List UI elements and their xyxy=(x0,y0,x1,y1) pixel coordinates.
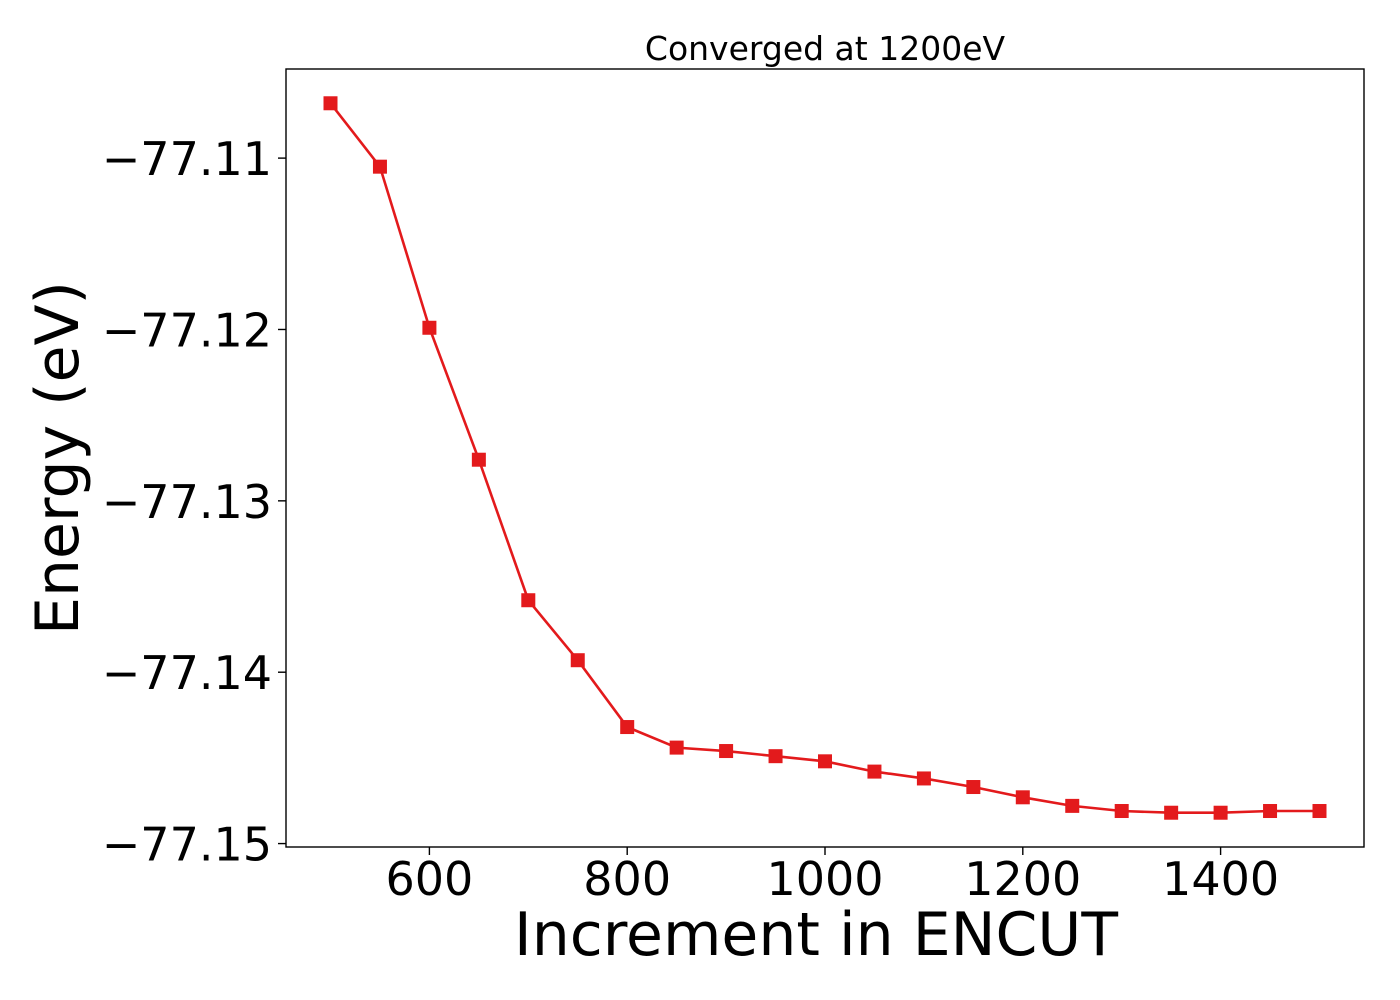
data-point xyxy=(1065,798,1080,813)
x-tick-label: 800 xyxy=(583,852,671,906)
data-point xyxy=(719,744,734,759)
data-point xyxy=(372,159,387,174)
series-layer xyxy=(323,96,1327,820)
data-point xyxy=(669,740,684,755)
data-point xyxy=(818,754,832,769)
y-tick-label: −77.12 xyxy=(102,303,272,357)
y-tick-label: −77.15 xyxy=(102,818,272,872)
y-axis-label: Energy (eV) xyxy=(23,281,93,635)
data-point xyxy=(1213,805,1228,820)
y-tick-label: −77.11 xyxy=(102,132,272,186)
data-point xyxy=(1312,804,1327,819)
data-point xyxy=(521,593,536,608)
data-point xyxy=(471,452,486,467)
x-axis: 600 800 1000 1200 1400 xyxy=(385,847,1279,906)
data-point xyxy=(768,749,783,764)
data-point xyxy=(1114,804,1129,819)
x-tick-label: 1400 xyxy=(1162,852,1279,906)
data-point xyxy=(1164,805,1179,820)
x-tick-label: 1200 xyxy=(964,852,1081,906)
data-point xyxy=(1015,790,1030,805)
x-tick-label: 600 xyxy=(385,852,473,906)
data-point xyxy=(422,320,437,335)
data-point xyxy=(570,653,585,668)
data-point xyxy=(916,771,931,786)
data-point xyxy=(323,96,338,111)
plot-area xyxy=(285,68,1365,848)
chart-title: Converged at 1200eV xyxy=(645,29,1006,68)
data-point xyxy=(620,720,635,735)
data-point xyxy=(966,780,981,795)
x-axis-label: Increment in ENCUT xyxy=(514,900,1118,970)
data-point xyxy=(1263,804,1278,819)
y-tick-label: −77.13 xyxy=(102,475,272,529)
x-tick-label: 1000 xyxy=(766,852,883,906)
y-tick-label: −77.14 xyxy=(102,646,272,700)
y-axis: −77.11 −77.12 −77.13 −77.14 −77.15 xyxy=(102,132,286,872)
data-point xyxy=(867,764,882,779)
